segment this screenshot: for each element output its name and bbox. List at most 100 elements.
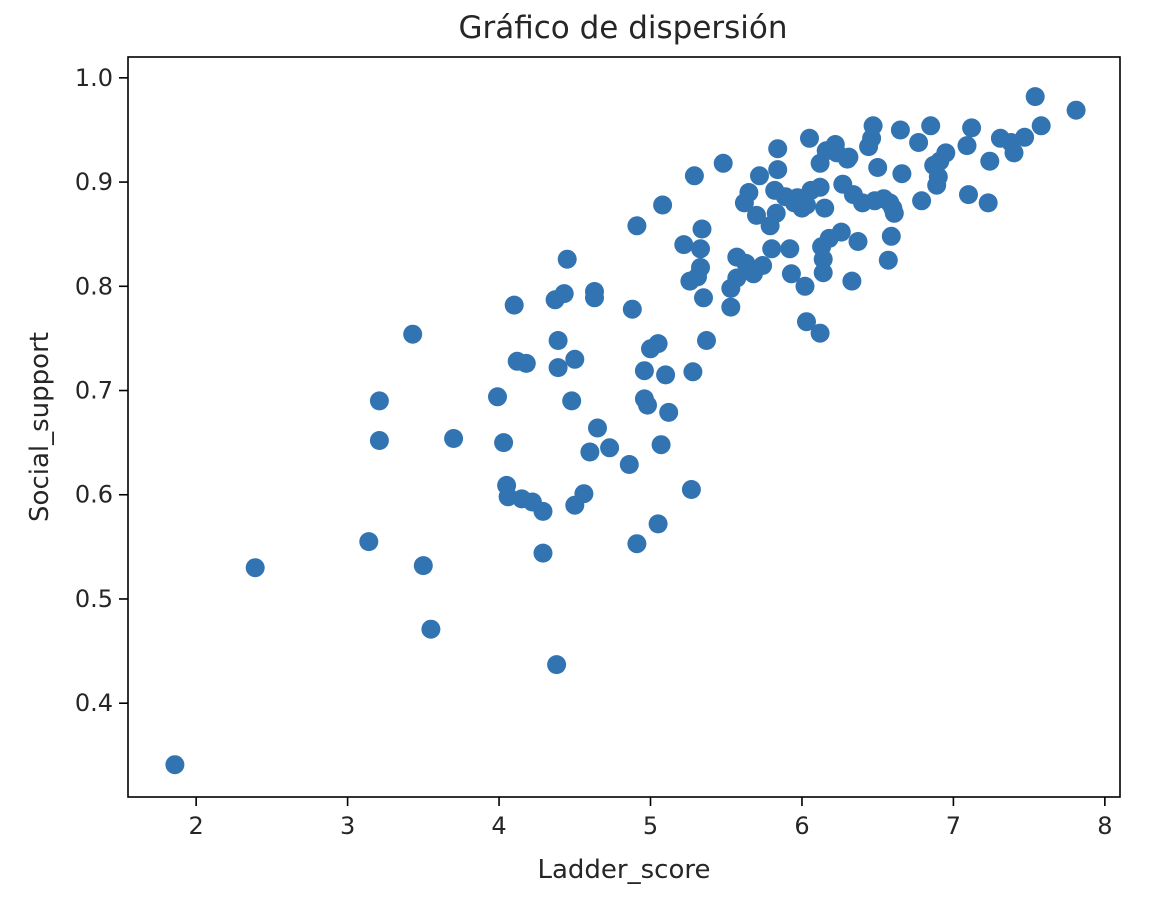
data-point: [369, 431, 389, 450]
data-point: [627, 216, 647, 236]
x-tick-label: 6: [794, 812, 809, 840]
data-point: [548, 331, 568, 350]
data-point: [557, 249, 577, 269]
data-point: [574, 484, 594, 504]
data-point: [585, 282, 604, 301]
data-point: [516, 353, 536, 373]
y-tick-label: 0.4: [75, 689, 113, 717]
data-point: [909, 133, 929, 152]
data-point: [691, 239, 710, 259]
data-point: [815, 198, 835, 218]
y-axis: 0.4 0.5 0.6 0.7 0.8 0.9 1.0: [75, 64, 128, 717]
data-point: [697, 331, 716, 350]
data-point: [691, 258, 710, 277]
data-point: [878, 250, 898, 270]
data-point: [713, 153, 733, 173]
data-point: [444, 429, 464, 448]
data-point: [727, 268, 747, 288]
data-point: [936, 143, 956, 163]
y-tick-label: 0.7: [75, 377, 113, 405]
data-point: [750, 166, 769, 186]
data-point: [683, 362, 703, 382]
data-point: [638, 395, 657, 415]
data-point: [562, 391, 582, 411]
data-point: [494, 433, 514, 453]
data-point: [863, 116, 883, 136]
data-point: [831, 222, 851, 242]
data-point: [369, 391, 389, 411]
data-point: [881, 226, 901, 246]
data-point: [797, 195, 816, 215]
data-point: [421, 619, 441, 639]
data-point: [1066, 100, 1086, 120]
data-point: [813, 263, 833, 283]
data-point: [768, 160, 788, 180]
data-point: [800, 128, 819, 148]
data-point: [1004, 143, 1024, 163]
data-point: [797, 312, 816, 332]
data-point: [674, 235, 694, 255]
data-point: [651, 435, 671, 455]
data-point: [488, 387, 507, 407]
data-point: [648, 334, 668, 354]
data-point: [957, 136, 977, 156]
data-point: [739, 183, 759, 202]
y-tick-label: 0.9: [75, 168, 113, 196]
data-point: [634, 361, 654, 381]
data-point: [653, 195, 673, 215]
data-point: [810, 323, 830, 343]
x-axis-label: Ladder_score: [538, 855, 711, 885]
data-point: [359, 532, 379, 552]
data-point: [813, 249, 833, 269]
data-point: [1031, 116, 1051, 136]
data-point: [842, 271, 862, 291]
data-point: [766, 203, 786, 223]
data-point: [648, 514, 668, 534]
data-point: [403, 324, 423, 344]
data-point: [781, 264, 801, 284]
y-tick-label: 0.6: [75, 481, 113, 509]
data-point: [921, 116, 941, 136]
data-point: [692, 219, 712, 239]
data-point: [684, 166, 704, 186]
data-point: [848, 232, 868, 251]
data-point: [659, 402, 679, 422]
data-point: [681, 480, 701, 499]
x-tick-label: 8: [1097, 812, 1112, 840]
y-tick-label: 0.5: [75, 585, 113, 613]
y-tick-label: 0.8: [75, 272, 113, 300]
data-point: [565, 349, 585, 369]
data-point: [768, 139, 788, 159]
data-point: [795, 276, 815, 296]
data-point: [627, 534, 647, 554]
data-point: [600, 438, 620, 458]
data-point: [962, 118, 982, 138]
data-point: [928, 167, 948, 187]
data-point: [619, 455, 639, 474]
x-axis: 2 3 4 5 6 7 8: [189, 797, 1112, 840]
data-point: [413, 556, 433, 576]
y-tick-label: 1.0: [75, 64, 113, 92]
data-point: [884, 203, 904, 223]
data-point: [810, 177, 830, 197]
data-point: [165, 755, 185, 775]
x-tick-label: 5: [643, 812, 658, 840]
data-point: [547, 655, 567, 675]
plot-frame: [127, 56, 1121, 798]
data-point: [533, 501, 553, 521]
data-point: [504, 295, 524, 315]
x-tick-label: 7: [946, 812, 961, 840]
data-point: [588, 418, 607, 438]
data-point: [656, 365, 676, 385]
data-point: [622, 299, 642, 319]
data-point: [780, 239, 800, 259]
data-point: [912, 191, 932, 211]
data-point: [533, 543, 553, 563]
data-point: [753, 256, 773, 275]
data-point: [892, 164, 912, 184]
data-point: [839, 147, 859, 167]
x-tick-label: 4: [491, 812, 506, 840]
data-point: [721, 297, 741, 317]
data-point: [747, 205, 766, 225]
